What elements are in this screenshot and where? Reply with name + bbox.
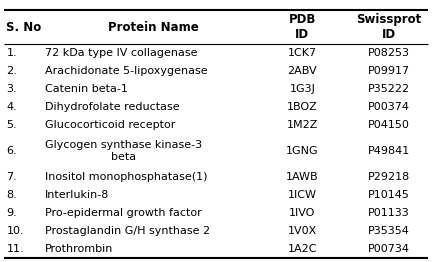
Text: Swissprot
ID: Swissprot ID <box>356 13 422 41</box>
Text: Dihydrofolate reductase: Dihydrofolate reductase <box>45 102 180 112</box>
Text: 9.: 9. <box>6 208 17 218</box>
Text: Protein Name: Protein Name <box>108 21 199 34</box>
Text: 72 kDa type IV collagenase: 72 kDa type IV collagenase <box>45 48 198 58</box>
Text: 1CK7: 1CK7 <box>288 48 317 58</box>
Text: 1BOZ: 1BOZ <box>287 102 318 112</box>
Text: P09917: P09917 <box>368 66 410 77</box>
Text: 2ABV: 2ABV <box>288 66 317 77</box>
Text: Pro-epidermal growth factor: Pro-epidermal growth factor <box>45 208 202 218</box>
Text: 7.: 7. <box>6 172 17 182</box>
Text: P00734: P00734 <box>368 244 410 254</box>
Text: P35354: P35354 <box>368 226 410 236</box>
Text: Prostaglandin G/H synthase 2: Prostaglandin G/H synthase 2 <box>45 226 210 236</box>
Text: 1GNG: 1GNG <box>286 146 319 156</box>
Text: 10.: 10. <box>6 226 24 236</box>
Text: Inositol monophosphatase(1): Inositol monophosphatase(1) <box>45 172 208 182</box>
Text: 3.: 3. <box>6 84 17 94</box>
Text: P08253: P08253 <box>368 48 410 58</box>
Text: 2.: 2. <box>6 66 17 77</box>
Text: P01133: P01133 <box>368 208 410 218</box>
Text: 6.: 6. <box>6 146 17 156</box>
Text: 1IVO: 1IVO <box>289 208 316 218</box>
Text: 8.: 8. <box>6 190 17 200</box>
Text: PDB
ID: PDB ID <box>289 13 316 41</box>
Text: P04150: P04150 <box>368 120 410 130</box>
Text: 5.: 5. <box>6 120 17 130</box>
Text: Glycogen synthase kinase-3
beta: Glycogen synthase kinase-3 beta <box>45 140 203 162</box>
Text: 11.: 11. <box>6 244 24 254</box>
Text: 1.: 1. <box>6 48 17 58</box>
Text: 1M2Z: 1M2Z <box>287 120 318 130</box>
Text: P35222: P35222 <box>368 84 410 94</box>
Text: 1G3J: 1G3J <box>289 84 315 94</box>
Text: P49841: P49841 <box>368 146 410 156</box>
Text: P29218: P29218 <box>368 172 410 182</box>
Text: P10145: P10145 <box>368 190 410 200</box>
Text: 1A2C: 1A2C <box>288 244 317 254</box>
Text: Arachidonate 5-lipoxygenase: Arachidonate 5-lipoxygenase <box>45 66 208 77</box>
Text: S. No: S. No <box>6 21 42 34</box>
Text: Catenin beta-1: Catenin beta-1 <box>45 84 128 94</box>
Text: 4.: 4. <box>6 102 17 112</box>
Text: 1ICW: 1ICW <box>288 190 317 200</box>
Text: Interlukin-8: Interlukin-8 <box>45 190 110 200</box>
Text: Prothrombin: Prothrombin <box>45 244 114 254</box>
Text: 1AWB: 1AWB <box>286 172 319 182</box>
Text: 1V0X: 1V0X <box>288 226 317 236</box>
Text: Glucocorticoid receptor: Glucocorticoid receptor <box>45 120 176 130</box>
Text: P00374: P00374 <box>368 102 410 112</box>
